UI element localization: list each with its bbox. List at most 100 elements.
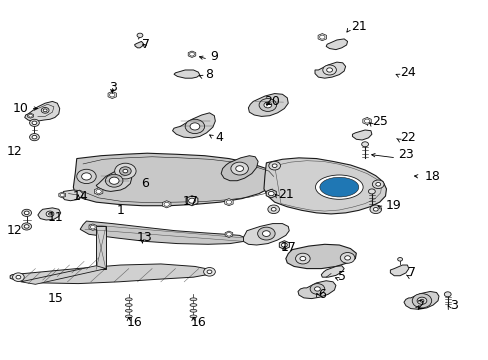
Ellipse shape	[190, 303, 197, 306]
Polygon shape	[27, 113, 34, 118]
Circle shape	[32, 135, 37, 139]
Polygon shape	[248, 94, 287, 116]
Circle shape	[206, 270, 211, 274]
Polygon shape	[96, 226, 106, 269]
Polygon shape	[134, 41, 143, 48]
Text: 21: 21	[351, 20, 366, 33]
Circle shape	[369, 205, 381, 213]
Polygon shape	[265, 189, 276, 198]
Polygon shape	[224, 231, 232, 238]
Text: 15: 15	[48, 292, 63, 305]
Circle shape	[411, 294, 431, 308]
Polygon shape	[186, 196, 198, 206]
Text: 8: 8	[205, 68, 213, 81]
Circle shape	[109, 177, 119, 184]
Circle shape	[364, 119, 369, 123]
Text: 9: 9	[210, 50, 218, 63]
Text: 11: 11	[48, 211, 63, 224]
Circle shape	[372, 180, 383, 189]
Circle shape	[314, 287, 320, 291]
Circle shape	[262, 231, 270, 237]
Circle shape	[22, 223, 31, 230]
Text: 6: 6	[318, 288, 325, 301]
Circle shape	[271, 207, 276, 211]
Circle shape	[189, 53, 194, 56]
Circle shape	[115, 163, 136, 179]
Polygon shape	[162, 201, 171, 208]
Circle shape	[77, 169, 96, 184]
Polygon shape	[21, 266, 106, 284]
Polygon shape	[108, 91, 116, 99]
Polygon shape	[94, 188, 102, 195]
Circle shape	[368, 189, 374, 194]
Polygon shape	[38, 208, 61, 220]
Polygon shape	[61, 190, 83, 201]
Circle shape	[48, 213, 51, 215]
Text: 17: 17	[280, 241, 296, 255]
Polygon shape	[59, 192, 65, 198]
Ellipse shape	[315, 175, 363, 199]
Polygon shape	[285, 244, 356, 269]
Circle shape	[375, 183, 380, 186]
Polygon shape	[403, 292, 438, 309]
Circle shape	[30, 134, 39, 141]
Polygon shape	[221, 156, 258, 181]
Polygon shape	[174, 70, 200, 78]
Circle shape	[319, 35, 325, 39]
Circle shape	[361, 142, 368, 147]
Text: 7: 7	[142, 38, 150, 51]
Circle shape	[122, 169, 127, 173]
Polygon shape	[10, 264, 212, 284]
Polygon shape	[172, 113, 215, 138]
Circle shape	[109, 93, 115, 97]
Polygon shape	[279, 241, 289, 249]
Circle shape	[372, 207, 377, 211]
Circle shape	[397, 257, 402, 261]
Ellipse shape	[190, 298, 197, 301]
Circle shape	[22, 209, 31, 216]
Text: 6: 6	[141, 177, 148, 190]
Circle shape	[185, 119, 204, 134]
Circle shape	[281, 243, 287, 247]
Ellipse shape	[125, 298, 132, 301]
Ellipse shape	[125, 303, 132, 306]
Circle shape	[419, 299, 423, 302]
Polygon shape	[80, 221, 245, 244]
Text: 2: 2	[416, 299, 424, 312]
Circle shape	[81, 173, 91, 180]
Text: 23: 23	[397, 148, 412, 162]
Circle shape	[309, 284, 324, 294]
Circle shape	[344, 256, 350, 260]
Polygon shape	[362, 117, 370, 125]
Text: 22: 22	[399, 131, 415, 144]
Ellipse shape	[125, 309, 132, 312]
Text: 17: 17	[183, 195, 199, 208]
Text: 3: 3	[449, 299, 457, 312]
Text: 5: 5	[337, 270, 345, 283]
Circle shape	[24, 225, 29, 228]
Text: 24: 24	[399, 66, 415, 79]
Text: 16: 16	[191, 316, 206, 329]
Circle shape	[24, 211, 29, 215]
Polygon shape	[96, 170, 131, 192]
Polygon shape	[297, 281, 335, 298]
Circle shape	[268, 192, 274, 196]
Circle shape	[119, 167, 131, 175]
Circle shape	[41, 108, 49, 113]
Text: 7: 7	[407, 266, 415, 279]
Text: 18: 18	[424, 170, 439, 183]
Polygon shape	[102, 159, 147, 182]
Polygon shape	[352, 130, 371, 140]
Circle shape	[16, 275, 21, 279]
Circle shape	[90, 225, 95, 229]
Circle shape	[163, 202, 169, 206]
Circle shape	[272, 164, 277, 167]
Circle shape	[340, 252, 354, 263]
Polygon shape	[243, 224, 288, 245]
Polygon shape	[73, 153, 274, 206]
Text: 14: 14	[72, 190, 88, 203]
Ellipse shape	[190, 309, 197, 312]
Circle shape	[267, 205, 279, 213]
Circle shape	[264, 102, 271, 108]
Polygon shape	[389, 265, 408, 276]
